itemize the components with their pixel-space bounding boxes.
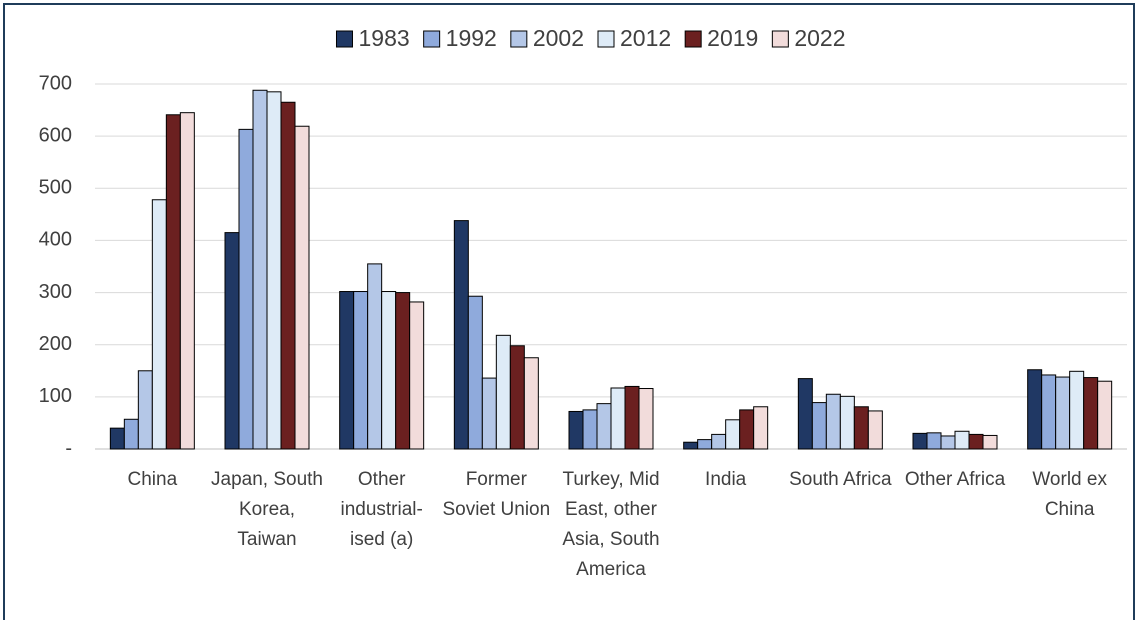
bar	[495, 334, 511, 450]
bar	[940, 435, 956, 450]
bar	[409, 301, 425, 450]
x-tick-label: South Africa	[789, 469, 892, 490]
bar	[683, 441, 699, 450]
bar	[481, 377, 497, 450]
bar	[165, 114, 181, 450]
bar	[912, 432, 928, 450]
legend-label: 2022	[794, 25, 845, 51]
bar	[867, 410, 883, 450]
bar	[1069, 370, 1085, 450]
y-tick-label: 500	[39, 177, 72, 199]
x-tick-label: Former Soviet Union	[442, 469, 551, 520]
bar	[339, 291, 355, 450]
bar	[123, 418, 139, 450]
bar	[1097, 380, 1113, 450]
bar	[523, 357, 539, 450]
bar	[252, 89, 268, 450]
bar	[711, 433, 727, 450]
bar	[1041, 374, 1057, 450]
legend-swatch	[684, 30, 702, 48]
bar	[467, 295, 483, 450]
legend-label: 1992	[446, 25, 497, 51]
bar	[982, 434, 998, 450]
bar	[109, 427, 125, 450]
bar	[137, 370, 153, 450]
bar	[954, 430, 970, 450]
bar	[596, 403, 612, 450]
legend-swatch	[597, 30, 615, 48]
bar	[1083, 377, 1099, 450]
bar	[697, 439, 713, 450]
legend-label: 2019	[707, 25, 758, 51]
legend-swatch	[771, 30, 789, 48]
y-tick-label: 600	[39, 124, 72, 146]
bar	[839, 395, 855, 450]
bar	[453, 220, 469, 450]
bar	[725, 419, 741, 450]
bar	[568, 410, 584, 450]
bar	[1027, 369, 1043, 450]
bar	[825, 393, 841, 450]
bar	[753, 406, 769, 450]
bar	[280, 101, 296, 450]
bar	[395, 292, 411, 450]
y-tick-label: -	[65, 437, 72, 459]
x-tick-label: World ex China	[1032, 469, 1107, 520]
bar	[1055, 376, 1071, 450]
bar	[179, 112, 195, 450]
x-tick-label: Other industrial-ised (a)	[340, 469, 423, 550]
x-tick-label: Japan, South Korea, Taiwan	[211, 469, 323, 550]
bar	[739, 409, 755, 450]
bar	[624, 385, 640, 450]
bar	[294, 125, 310, 450]
frame	[3, 3, 1135, 620]
y-tick-label: 200	[39, 333, 72, 355]
x-tick-label: Turkey, Mid East, other Asia, South Amer…	[562, 469, 660, 580]
x-tick-label: China	[127, 469, 178, 490]
bar	[811, 402, 827, 450]
y-tick-label: 300	[39, 281, 72, 303]
bar	[381, 291, 397, 450]
bar	[224, 232, 240, 450]
x-tick-label: Other Africa	[904, 469, 1006, 490]
bar	[853, 406, 869, 450]
legend-label: 2012	[620, 25, 671, 51]
legend-swatch	[423, 30, 441, 48]
legend-label: 2002	[533, 25, 584, 51]
y-tick-label: 100	[39, 385, 72, 407]
legend-label: 1983	[358, 25, 409, 51]
bar	[266, 91, 282, 450]
y-tick-label: 400	[39, 229, 72, 251]
bar	[151, 199, 167, 450]
bar	[353, 291, 369, 450]
bar	[610, 387, 626, 450]
bar	[797, 378, 813, 450]
bar	[582, 409, 598, 450]
bar	[509, 345, 525, 450]
bar	[926, 432, 942, 450]
x-tick-label: India	[705, 469, 747, 490]
bar	[238, 128, 254, 450]
bar	[968, 433, 984, 450]
legend-swatch	[335, 30, 353, 48]
y-tick-label: 700	[39, 72, 72, 94]
bar	[367, 263, 383, 450]
bar	[638, 388, 654, 450]
legend-swatch	[510, 30, 528, 48]
